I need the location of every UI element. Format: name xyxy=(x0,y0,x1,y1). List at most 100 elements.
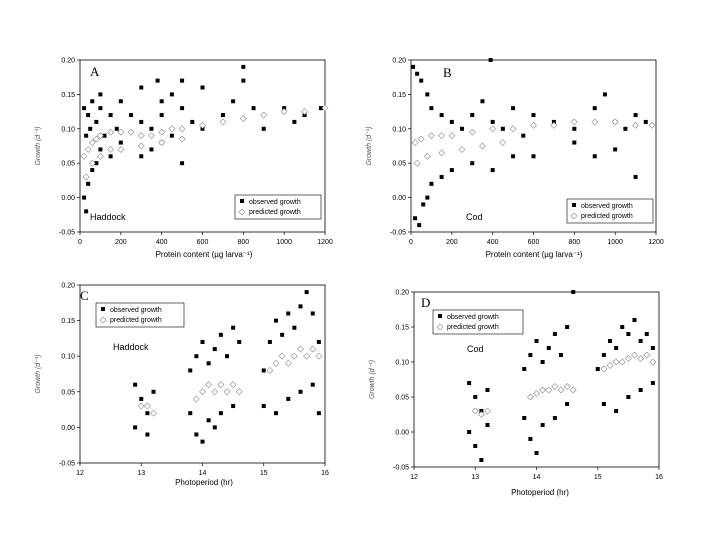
predicted-growth-point xyxy=(643,351,651,359)
y-tick-label: 0.15 xyxy=(61,318,75,325)
predicted-growth-point xyxy=(150,409,157,417)
predicted-growth-point xyxy=(624,355,632,362)
observed-growth-point xyxy=(88,126,93,131)
predicted-growth-point xyxy=(321,104,329,112)
observed-growth-point xyxy=(139,85,144,90)
observed-growth-point xyxy=(145,411,150,416)
observed-growth-point xyxy=(614,346,619,350)
predicted-growth-point xyxy=(199,388,206,396)
legend-predicted-marker xyxy=(99,316,107,324)
x-tick-label: 16 xyxy=(655,474,663,481)
predicted-growth-point xyxy=(539,386,547,394)
y-tick-label: 0.00 xyxy=(61,195,75,202)
predicted-growth-point xyxy=(618,358,626,366)
observed-growth-point xyxy=(470,113,475,118)
predicted-growth-point xyxy=(96,152,104,160)
legend-predicted-marker xyxy=(238,208,246,216)
x-tick-label: 12 xyxy=(76,470,84,477)
species-label: Cod xyxy=(466,212,483,222)
y-tick-label: 0.05 xyxy=(61,389,75,396)
observed-growth-point xyxy=(650,381,655,385)
observed-growth-point xyxy=(292,119,297,124)
predicted-growth-point xyxy=(309,345,317,353)
predicted-growth-point xyxy=(107,146,115,153)
legend-box xyxy=(234,194,322,220)
y-tick-label: 0.15 xyxy=(61,92,75,99)
observed-growth-point xyxy=(633,113,638,118)
observed-growth-point xyxy=(592,106,597,111)
observed-growth-point xyxy=(439,113,444,118)
predicted-growth-point xyxy=(219,118,227,126)
observed-growth-point xyxy=(318,106,323,111)
observed-growth-point xyxy=(98,147,103,152)
observed-growth-point xyxy=(231,325,236,330)
predicted-growth-point xyxy=(235,388,243,396)
observed-growth-point xyxy=(118,99,123,104)
observed-growth-point xyxy=(180,161,185,166)
observed-growth-point xyxy=(169,92,174,97)
observed-growth-point xyxy=(225,354,229,359)
observed-growth-point xyxy=(602,92,607,97)
x-tick-label: 600 xyxy=(197,239,209,246)
y-axis-label: Growth (d⁻¹) xyxy=(369,360,376,399)
observed-growth-point xyxy=(180,106,185,111)
observed-growth-point xyxy=(133,382,138,387)
predicted-growth-point xyxy=(648,121,656,129)
observed-growth-point xyxy=(425,195,430,200)
legend-observed-label: observed growth xyxy=(110,307,162,314)
predicted-growth-point xyxy=(84,146,92,153)
observed-growth-point xyxy=(595,367,600,371)
observed-growth-point xyxy=(531,113,536,118)
observed-growth-point xyxy=(94,161,99,166)
observed-growth-point xyxy=(623,126,628,131)
predicted-growth-point xyxy=(158,128,166,136)
observed-growth-point xyxy=(114,126,119,131)
observed-growth-point xyxy=(180,78,185,83)
legend-observed-marker xyxy=(101,307,105,311)
observed-growth-point xyxy=(212,425,217,430)
observed-growth-point xyxy=(480,99,485,104)
observed-growth-point xyxy=(528,437,533,441)
x-axis-label: Photoperiod (hr) xyxy=(511,488,569,497)
observed-growth-point xyxy=(139,154,144,159)
observed-growth-point xyxy=(572,126,577,131)
observed-growth-point xyxy=(267,339,272,344)
y-tick-label: 0.20 xyxy=(61,283,75,290)
observed-growth-point xyxy=(500,126,505,131)
predicted-growth-point xyxy=(284,359,292,367)
observed-growth-point xyxy=(86,181,91,186)
predicted-growth-point xyxy=(484,407,491,415)
observed-growth-point xyxy=(118,140,123,145)
predicted-growth-point xyxy=(637,355,645,362)
predicted-growth-point xyxy=(82,173,90,181)
species-label: Haddock xyxy=(90,212,126,222)
observed-growth-point xyxy=(98,106,103,111)
observed-growth-point xyxy=(511,154,516,159)
legend-observed-marker xyxy=(438,314,442,318)
observed-growth-point xyxy=(425,92,430,97)
predicted-growth-point xyxy=(239,115,247,122)
observed-growth-point xyxy=(417,223,422,228)
predicted-growth-point xyxy=(137,402,145,410)
panel-b: -0.05 0.00 0.05 0.10 0.15 0.20 0 200 400 600 800 10… xyxy=(366,58,664,260)
x-tick-label: 600 xyxy=(528,239,540,246)
observed-growth-point xyxy=(139,119,144,124)
x-tick-label: 14 xyxy=(533,474,541,481)
predicted-growth-point xyxy=(303,352,311,360)
predicted-growth-point xyxy=(479,142,486,150)
observed-growth-point xyxy=(159,113,164,118)
observed-growth-point xyxy=(439,174,444,179)
predicted-growth-point xyxy=(632,121,640,129)
observed-growth-point xyxy=(200,439,205,444)
legend-observed-marker xyxy=(572,203,576,207)
panel-letter: B xyxy=(443,65,452,80)
x-tick-label: 16 xyxy=(321,470,329,477)
predicted-growth-point xyxy=(158,139,166,146)
legend: observed growth predicted growth xyxy=(234,194,322,220)
predicted-growth-point xyxy=(280,108,288,116)
observed-growth-point xyxy=(421,202,426,207)
legend-observed-label: observed growth xyxy=(447,314,499,321)
observed-growth-point xyxy=(521,133,526,138)
predicted-growth-point xyxy=(96,132,104,140)
predicted-growth-point xyxy=(211,388,219,396)
